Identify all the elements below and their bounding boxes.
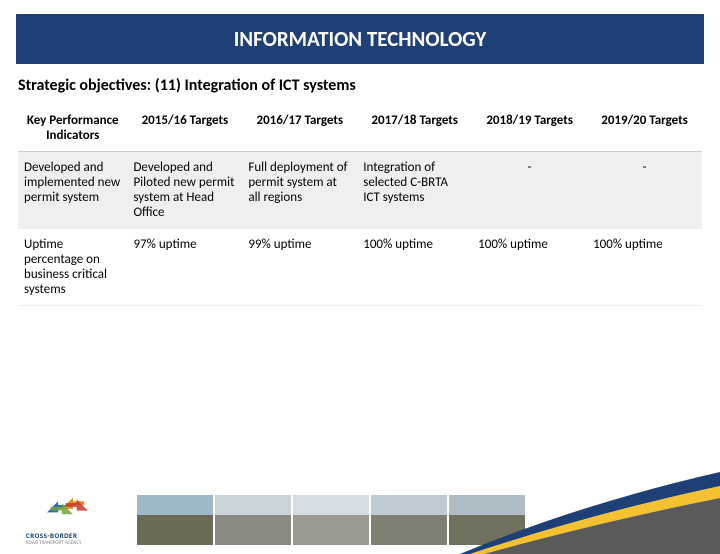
table-header-row: Key Performance Indicators 2015/16 Targe…	[18, 105, 702, 152]
cell-kpi: Developed and implemented new permit sys…	[18, 152, 127, 229]
thumbnail-image	[370, 494, 448, 546]
thumbnail-image	[136, 494, 214, 546]
kpi-table: Key Performance Indicators 2015/16 Targe…	[18, 105, 702, 306]
footer-strip: CROSS-BORDER ROAD TRANSPORT AGENCY	[0, 476, 720, 554]
table-row: Uptime percentage on business critical s…	[18, 229, 702, 306]
col-header-2018-19: 2018/19 Targets	[472, 105, 587, 152]
cell-2017-18: 100% uptime	[357, 229, 472, 306]
thumb-sky	[371, 495, 447, 517]
col-header-kpi: Key Performance Indicators	[18, 105, 127, 152]
thumb-sky	[449, 495, 525, 517]
strategic-objectives-subtitle: Strategic objectives: (11) Integration o…	[18, 76, 702, 95]
cell-2017-18: Integration of selected C-BRTA ICT syste…	[357, 152, 472, 229]
col-header-2016-17: 2016/17 Targets	[242, 105, 357, 152]
col-header-2015-16: 2015/16 Targets	[127, 105, 242, 152]
cell-2018-19: 100% uptime	[472, 229, 587, 306]
thumb-ground	[293, 515, 369, 545]
cell-2015-16: 97% uptime	[127, 229, 242, 306]
cell-2016-17: Full deployment of permit system at all …	[242, 152, 357, 229]
cell-2016-17: 99% uptime	[242, 229, 357, 306]
page-title: INFORMATION TECHNOLOGY	[16, 14, 704, 64]
thumb-sky	[137, 495, 213, 517]
col-header-2017-18: 2017/18 Targets	[357, 105, 472, 152]
table-row: Developed and implemented new permit sys…	[18, 152, 702, 229]
cell-2018-19: -	[472, 152, 587, 229]
footer-thumbnails	[136, 494, 526, 546]
thumbnail-image	[448, 494, 526, 546]
logo-line2: ROAD TRANSPORT AGENCY	[26, 540, 82, 546]
footer: CROSS-BORDER ROAD TRANSPORT AGENCY	[0, 476, 720, 554]
logo-line1: CROSS-BORDER	[26, 531, 77, 540]
thumb-ground	[137, 515, 213, 545]
cell-kpi: Uptime percentage on business critical s…	[18, 229, 127, 306]
thumb-ground	[371, 515, 447, 545]
thumb-sky	[293, 495, 369, 517]
cell-2019-20: -	[587, 152, 702, 229]
cell-2015-16: Developed and Piloted new permit system …	[127, 152, 242, 229]
thumbnail-image	[292, 494, 370, 546]
logo-text: CROSS-BORDER ROAD TRANSPORT AGENCY	[26, 531, 82, 546]
thumb-ground	[449, 515, 525, 545]
thumbnail-image	[214, 494, 292, 546]
thumb-ground	[215, 515, 291, 545]
thumb-sky	[215, 495, 291, 517]
col-header-2019-20: 2019/20 Targets	[587, 105, 702, 152]
cell-2019-20: 100% uptime	[587, 229, 702, 306]
logo-arrows-icon	[44, 492, 102, 518]
cross-border-logo: CROSS-BORDER ROAD TRANSPORT AGENCY	[26, 492, 122, 546]
